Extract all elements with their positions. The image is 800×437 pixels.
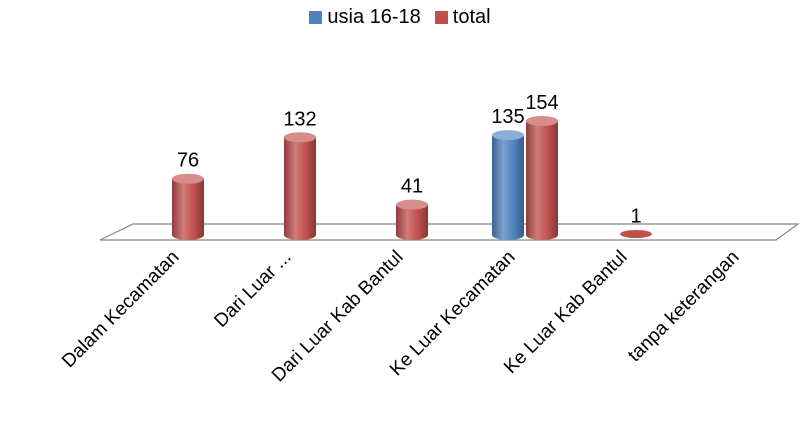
category-label-0: Dalam Kecamatan: [58, 247, 183, 372]
bar-total-1: [284, 137, 316, 240]
legend-item-usia: usia 16-18: [309, 6, 421, 29]
legend-label-total: total: [452, 6, 491, 28]
data-label-total-4: 1: [630, 205, 641, 227]
bar-total-2: [396, 204, 428, 240]
data-label-total-1: 132: [283, 108, 316, 130]
bar-usia-3-top: [492, 130, 524, 141]
legend-swatch-usia: [309, 11, 323, 24]
legend: usia 16-18 total: [0, 6, 800, 29]
floor-plane: [99, 223, 800, 241]
legend-swatch-total: [434, 11, 448, 24]
category-label-3: Ke Luar Kecamatan: [386, 247, 520, 381]
bar-usia-3: [492, 135, 524, 240]
data-label-usia-3: 135: [491, 106, 524, 128]
category-label-5: tanpa keterangan: [624, 247, 743, 366]
bar-total-2-top: [396, 199, 428, 210]
category-label-4: Ke Luar Kab Bantul: [500, 247, 631, 378]
bar-total-4: [620, 230, 652, 238]
bar-total-0: [172, 178, 204, 240]
bar-total-0-top: [172, 173, 204, 184]
legend-item-total: total: [434, 6, 491, 29]
bar-total-1-top: [284, 132, 316, 143]
category-label-1: Dari Luar ...: [210, 247, 295, 332]
data-label-total-0: 76: [177, 150, 199, 172]
bar-total-3: [526, 121, 558, 240]
bar-total-3-top: [526, 116, 558, 126]
legend-label-usia: usia 16-18: [327, 6, 421, 28]
data-label-total-3: 154: [525, 92, 558, 114]
data-label-total-2: 41: [401, 176, 423, 198]
